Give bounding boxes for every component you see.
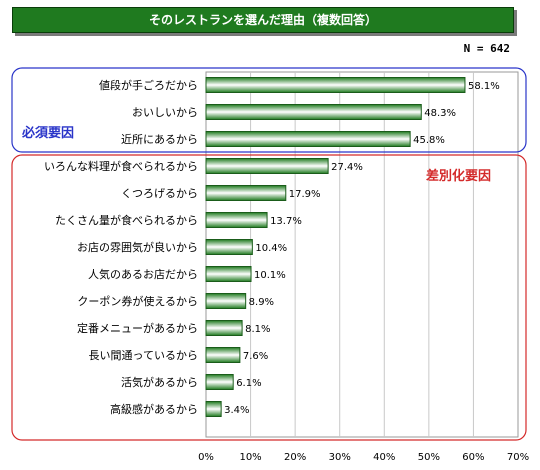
data-label: 3.4%: [224, 405, 249, 416]
category-label: くつろげるから: [121, 187, 198, 200]
category-label: おいしいから: [132, 106, 198, 119]
x-tick-label: 10%: [239, 452, 261, 463]
category-label: お店の雰囲気が良いから: [77, 240, 198, 254]
bar: [205, 212, 268, 228]
bar: [205, 320, 243, 336]
data-label: 58.1%: [468, 81, 500, 92]
category-label: 近所にあるから: [121, 133, 198, 146]
x-tick-label: 70%: [507, 452, 529, 463]
category-label: 値段が手ごろだから: [99, 78, 198, 92]
data-label: 8.9%: [249, 297, 274, 308]
group-box-differentiation: [11, 154, 527, 441]
x-tick-label: 20%: [284, 452, 306, 463]
group-label-differentiation: 差別化要因: [426, 168, 491, 184]
bar: [205, 347, 241, 363]
category-label: 人気のあるお店だから: [88, 267, 198, 281]
x-tick-label: 40%: [373, 452, 395, 463]
category-label: 定番メニューがあるから: [77, 321, 198, 335]
category-label: いろんな料理が食べられるから: [44, 159, 198, 173]
bar: [205, 131, 411, 147]
category-label: クーポン券が使えるから: [77, 294, 198, 308]
bar: [205, 239, 253, 255]
bar: [205, 401, 222, 417]
data-label: 45.8%: [413, 135, 445, 146]
bar: [205, 266, 252, 282]
data-label: 17.9%: [289, 189, 321, 200]
x-tick-label: 50%: [418, 452, 440, 463]
group-box-essential: [11, 67, 527, 153]
bar: [205, 104, 422, 120]
category-label: 高級感があるから: [110, 402, 198, 416]
x-tick-label: 60%: [462, 452, 484, 463]
bar: [205, 293, 247, 309]
category-label: 活気があるから: [121, 375, 198, 389]
data-label: 27.4%: [331, 162, 363, 173]
data-label: 13.7%: [270, 216, 302, 227]
bar: [205, 185, 287, 201]
group-label-essential: 必須要因: [21, 125, 74, 141]
category-label: 長い間通っているから: [89, 349, 198, 362]
category-label: たくさん量が食べられるから: [55, 213, 198, 227]
x-tick-label: 0%: [198, 452, 214, 463]
data-label: 8.1%: [245, 324, 270, 335]
data-label: 48.3%: [424, 108, 456, 119]
bar: [205, 158, 329, 174]
bar: [205, 374, 234, 390]
data-label: 7.6%: [243, 351, 268, 362]
chart-title: そのレストランを選んだ理由（複数回答）: [12, 7, 514, 33]
x-tick-label: 30%: [329, 452, 351, 463]
data-label: 10.1%: [254, 270, 286, 281]
bar: [205, 77, 466, 93]
data-label: 6.1%: [236, 378, 261, 389]
sample-size-label: N = 642: [463, 42, 510, 55]
data-label: 10.4%: [255, 243, 287, 254]
